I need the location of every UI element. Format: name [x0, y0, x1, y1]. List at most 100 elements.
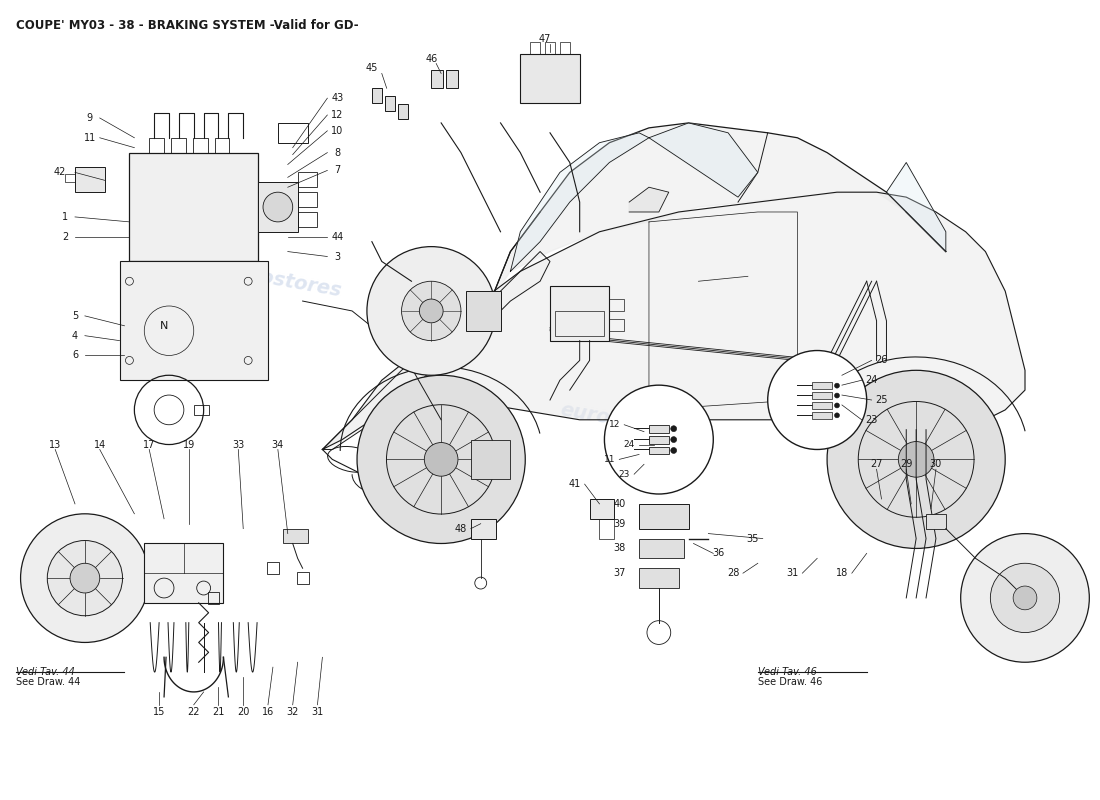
Bar — [192, 138, 208, 153]
Circle shape — [21, 514, 150, 642]
Bar — [546, 42, 554, 54]
Circle shape — [671, 437, 676, 442]
Bar — [214, 138, 230, 153]
Text: Vedi Tav. 44: Vedi Tav. 44 — [15, 667, 75, 677]
Bar — [385, 96, 395, 111]
Text: See Draw. 44: See Draw. 44 — [15, 677, 80, 687]
Bar — [471, 439, 510, 479]
Bar — [447, 70, 458, 88]
Bar — [639, 538, 683, 558]
Bar — [120, 262, 268, 380]
Text: 26: 26 — [876, 355, 888, 366]
Text: 39: 39 — [613, 518, 626, 529]
Text: 22: 22 — [187, 706, 200, 717]
Polygon shape — [887, 162, 946, 251]
Text: 20: 20 — [236, 706, 250, 717]
Circle shape — [671, 447, 676, 454]
Bar — [550, 286, 609, 341]
Bar — [530, 42, 540, 54]
Polygon shape — [491, 123, 946, 301]
Circle shape — [402, 282, 461, 341]
Bar — [267, 562, 279, 574]
Text: 36: 36 — [712, 548, 725, 558]
Bar — [75, 167, 104, 192]
Circle shape — [835, 403, 839, 408]
Circle shape — [395, 413, 487, 506]
Bar — [609, 319, 624, 330]
Bar — [590, 499, 614, 518]
Text: 24: 24 — [624, 440, 635, 449]
Text: 37: 37 — [613, 568, 626, 578]
Text: 47: 47 — [539, 34, 551, 44]
Text: 11: 11 — [84, 133, 96, 142]
Bar — [639, 504, 689, 529]
Polygon shape — [510, 133, 649, 271]
Text: 5: 5 — [72, 311, 78, 321]
Bar — [649, 446, 669, 454]
Text: 21: 21 — [212, 706, 224, 717]
Text: COUPE' MY03 - 38 - BRAKING SYSTEM -Valid for GD-: COUPE' MY03 - 38 - BRAKING SYSTEM -Valid… — [15, 19, 359, 32]
Bar — [649, 436, 669, 443]
Text: 40: 40 — [613, 499, 626, 509]
Text: 14: 14 — [94, 439, 106, 450]
Bar — [194, 405, 209, 415]
Circle shape — [827, 370, 1005, 549]
Circle shape — [768, 350, 867, 450]
Polygon shape — [322, 192, 1025, 450]
Text: 19: 19 — [183, 439, 195, 450]
Bar — [554, 311, 604, 336]
Text: eurostores: eurostores — [222, 262, 343, 301]
Text: 1: 1 — [62, 212, 68, 222]
Bar — [298, 212, 318, 227]
Text: 10: 10 — [331, 126, 343, 136]
Bar — [926, 514, 946, 529]
Text: N: N — [160, 321, 168, 330]
Text: 24: 24 — [866, 375, 878, 386]
Text: 34: 34 — [272, 439, 284, 450]
Circle shape — [990, 563, 1059, 633]
Bar — [372, 88, 382, 103]
Bar — [471, 518, 496, 538]
Text: 18: 18 — [836, 568, 848, 578]
Text: 23: 23 — [866, 414, 878, 425]
Circle shape — [47, 541, 122, 616]
Bar — [520, 54, 580, 103]
Circle shape — [358, 375, 526, 543]
Circle shape — [425, 442, 458, 476]
Text: 43: 43 — [331, 93, 343, 103]
Text: 38: 38 — [613, 543, 626, 554]
Bar — [560, 42, 570, 54]
Polygon shape — [629, 187, 669, 212]
Circle shape — [835, 413, 839, 418]
Bar — [812, 412, 832, 419]
Text: 30: 30 — [930, 459, 942, 470]
Bar — [278, 123, 308, 142]
Bar — [170, 138, 186, 153]
Text: 42: 42 — [54, 167, 66, 178]
Bar — [609, 299, 624, 311]
Text: 7: 7 — [334, 166, 340, 175]
Text: 23: 23 — [618, 470, 630, 478]
Text: 48: 48 — [454, 524, 467, 534]
Text: 41: 41 — [569, 479, 581, 489]
Bar — [600, 518, 614, 538]
Text: 9: 9 — [87, 113, 92, 123]
Text: 27: 27 — [870, 459, 883, 470]
Circle shape — [419, 299, 443, 323]
Text: 25: 25 — [876, 395, 888, 405]
Text: 6: 6 — [72, 350, 78, 361]
Circle shape — [367, 246, 496, 375]
Bar — [150, 138, 164, 153]
Text: Vedi Tav. 46: Vedi Tav. 46 — [758, 667, 816, 677]
Bar — [283, 529, 308, 543]
Circle shape — [899, 442, 934, 477]
Text: 16: 16 — [262, 706, 274, 717]
Text: 13: 13 — [50, 439, 62, 450]
Circle shape — [604, 385, 713, 494]
Circle shape — [1013, 586, 1037, 610]
Bar — [397, 104, 407, 119]
Text: 12: 12 — [608, 420, 620, 430]
Text: 3: 3 — [334, 251, 340, 262]
Bar — [298, 172, 318, 187]
Text: 15: 15 — [153, 706, 165, 717]
